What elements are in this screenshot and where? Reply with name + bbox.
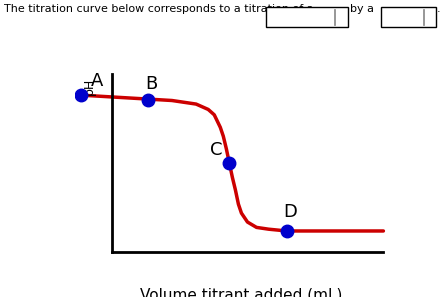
- Text: A: A: [90, 72, 103, 90]
- Text: B: B: [145, 75, 157, 93]
- Text: pH: pH: [82, 77, 95, 94]
- Text: D: D: [284, 203, 298, 221]
- Text: C: C: [210, 141, 222, 159]
- Text: by a: by a: [350, 4, 374, 15]
- Text: ✓: ✓: [335, 12, 343, 22]
- Text: ✓: ✓: [424, 12, 431, 22]
- Text: The titration curve below corresponds to a titration of a: The titration curve below corresponds to…: [4, 4, 314, 15]
- Text: .: .: [436, 4, 440, 15]
- Text: --: --: [389, 10, 396, 20]
- Text: --: --: [273, 10, 281, 20]
- Text: Volume titrant added (mL): Volume titrant added (mL): [140, 287, 342, 297]
